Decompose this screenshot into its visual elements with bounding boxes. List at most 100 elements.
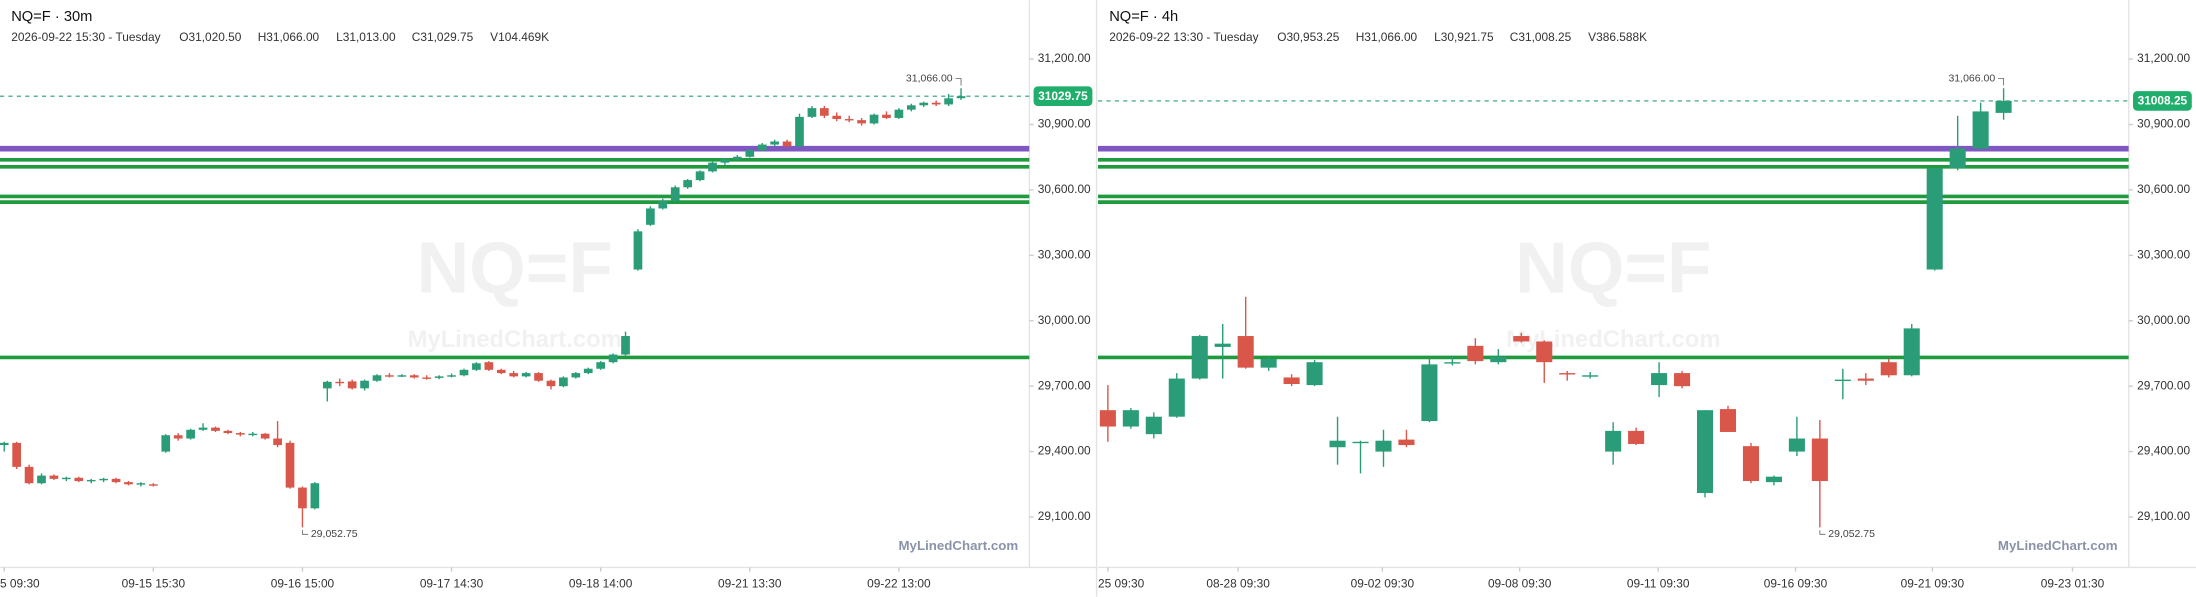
ohlc-info: 2026-09-22 15:30 - Tuesday	[11, 30, 160, 44]
candle-body	[770, 141, 779, 145]
candle-body	[1696, 410, 1714, 494]
low-label: 29,052.75	[1828, 528, 1875, 540]
ohlc-info: H31,066.00	[258, 30, 320, 44]
candle-body	[906, 105, 916, 110]
candle-body	[385, 375, 394, 377]
y-tick-label: 30,900.00	[2137, 117, 2190, 131]
candle-body	[1260, 358, 1277, 368]
candle-body	[248, 433, 258, 436]
candle-body	[484, 362, 494, 370]
candle-body	[62, 477, 71, 480]
y-tick-label: 29,700.00	[1038, 378, 1091, 392]
ohlc-info: L31,013.00	[336, 30, 396, 44]
x-tick-label: 25 09:30	[1098, 576, 1145, 590]
candle-body	[745, 150, 755, 157]
candle-body	[956, 96, 966, 99]
y-tick-label: 29,100.00	[1038, 509, 1091, 523]
x-tick-label: 09-22 13:00	[867, 576, 931, 590]
candle-body	[285, 442, 295, 488]
price-label: 31008.25	[2138, 94, 2188, 108]
candle-body	[1995, 100, 2012, 113]
x-tick-label: 09-16 15:00	[271, 576, 335, 590]
candle-body	[695, 171, 705, 181]
candle-body	[459, 369, 469, 376]
candle-body	[186, 429, 195, 439]
candle-body	[1628, 430, 1645, 444]
candle-body	[583, 368, 593, 374]
x-tick-label: 09-17 14:30	[420, 576, 484, 590]
candle-body	[1949, 148, 1966, 169]
candle-body	[1605, 430, 1622, 452]
candle-body	[434, 376, 444, 378]
candle-body	[198, 427, 208, 430]
ohlc-info: C31,029.75	[412, 30, 474, 44]
candle-body	[360, 380, 369, 389]
candle-body	[546, 380, 556, 387]
candle-body	[534, 373, 543, 381]
candle-body	[260, 433, 270, 439]
candle-body	[670, 187, 680, 201]
candle-body	[882, 114, 891, 118]
candle-body	[173, 435, 183, 439]
candle-body	[211, 427, 220, 431]
candle-body	[857, 120, 866, 124]
candle-body	[1306, 362, 1323, 386]
x-tick-label: 5 09:30	[0, 576, 40, 590]
candle-body	[571, 373, 581, 378]
candle-body	[931, 102, 941, 105]
chart-panel: NQ=F MyLinedChart.com 31,066.00 29,052.75 31…	[0, 0, 1097, 590]
candle-body	[844, 119, 854, 121]
candle-body	[919, 102, 929, 106]
candle-body	[74, 477, 84, 482]
y-tick-label: 30,300.00	[1038, 247, 1091, 261]
candle-body	[521, 373, 531, 377]
candle-body	[608, 354, 618, 363]
candle-body	[1237, 336, 1254, 368]
candle-body	[633, 231, 643, 270]
candle-body	[1582, 375, 1599, 377]
candle-body	[496, 369, 506, 374]
candle-body	[819, 108, 829, 116]
candle-body	[869, 114, 879, 124]
candle-body	[322, 381, 332, 389]
candle-body	[596, 362, 606, 369]
candle-body	[99, 478, 108, 481]
ohlc-info: H31,066.00	[1356, 30, 1418, 44]
plot-area	[0, 88, 1030, 528]
candle-body	[1857, 378, 1874, 381]
candle-body	[422, 377, 432, 379]
candle-body	[1513, 336, 1530, 342]
chart-title: NQ=F · 4h	[1109, 9, 1178, 25]
ohlc-info: O31,020.50	[179, 30, 242, 44]
candle-body	[1972, 111, 1989, 149]
high-label: 31,066.00	[1948, 72, 1995, 84]
candle-body	[683, 180, 693, 188]
candle-body	[1444, 362, 1461, 364]
candle-body	[148, 484, 158, 486]
candle-body	[944, 98, 953, 105]
ohlc-info: V104.469K	[490, 30, 549, 44]
candle-body	[1674, 373, 1691, 387]
chart-panel: NQ=F MyLinedChart.com 31,066.00 29,052.75 31…	[1095, 0, 2196, 597]
candle-body	[733, 156, 742, 160]
candle-body	[447, 375, 456, 377]
candle-body	[509, 373, 519, 377]
x-tick-label: 09-18 14:00	[569, 576, 633, 590]
candle-body	[136, 483, 146, 485]
candle-body	[646, 208, 655, 225]
chart-title: NQ=F · 30m	[11, 9, 92, 25]
candle-body	[1329, 440, 1346, 448]
candle-body	[472, 363, 481, 370]
candle-body	[1742, 446, 1760, 482]
candle-body	[1788, 438, 1805, 452]
candle-body	[1719, 409, 1737, 432]
price-label: 31029.75	[1038, 89, 1088, 103]
candle-body	[1765, 476, 1782, 483]
low-marker	[302, 530, 309, 535]
y-tick-label: 29,100.00	[2137, 509, 2190, 523]
x-tick-label: 09-23 01:30	[2041, 576, 2105, 590]
y-tick-label: 30,600.00	[1038, 182, 1091, 196]
y-tick-label: 29,400.00	[2137, 444, 2190, 458]
high-label: 31,066.00	[906, 72, 953, 84]
x-tick-label: 09-15 15:30	[122, 576, 186, 590]
